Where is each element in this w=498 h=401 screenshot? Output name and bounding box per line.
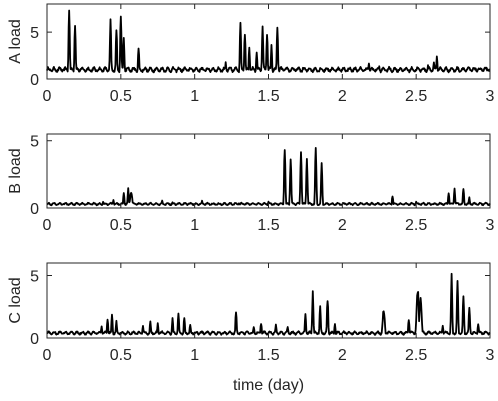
y-axis-title: C load (7, 277, 24, 323)
y-tick-label: 0 (30, 72, 39, 89)
x-tick-label: 2.5 (405, 347, 427, 364)
axes-frame (46, 133, 491, 209)
panel-1: 0 0.5 1 1.5 2 2.5 3 0 5 A load (7, 3, 495, 105)
x-tick-label: 2 (338, 347, 347, 364)
panel-2: 0 0.5 1 1.5 2 2.5 3 0 5 B load (7, 133, 495, 234)
x-tick-label: 2.5 (405, 88, 427, 105)
series-line (46, 272, 491, 336)
x-axis-title: time (day) (233, 377, 304, 394)
x-tick-label: 2 (338, 217, 347, 234)
x-tick-label: 2.5 (405, 217, 427, 234)
y-tick-label: 5 (30, 25, 39, 42)
x-tick-label: 0.5 (110, 88, 132, 105)
panel-3: 0 0.5 1 1.5 2 2.5 3 0 5 C load time (day) (7, 262, 495, 394)
x-tick-label: 0.5 (110, 347, 132, 364)
x-tick-label: 3 (486, 347, 495, 364)
x-tick-label: 1 (190, 347, 199, 364)
x-tick-label: 3 (486, 217, 495, 234)
y-tick-label: 5 (30, 269, 39, 286)
x-tick-label: 1.5 (257, 217, 279, 234)
x-tick-label: 0 (43, 217, 52, 234)
series-line (46, 146, 491, 207)
x-tick-label: 3 (486, 88, 495, 105)
x-tick-label: 1.5 (257, 347, 279, 364)
x-tick-label: 1 (190, 217, 199, 234)
y-tick-label: 0 (30, 331, 39, 348)
x-tick-label: 0 (43, 347, 52, 364)
y-axis-title: B load (7, 148, 24, 193)
x-tick-label: 1.5 (257, 88, 279, 105)
x-tick-label: 0.5 (110, 217, 132, 234)
y-tick-label: 5 (30, 134, 39, 151)
series-line (46, 9, 491, 74)
x-tick-label: 2 (338, 88, 347, 105)
x-tick-label: 1 (190, 88, 199, 105)
x-tick-label: 0 (43, 88, 52, 105)
y-tick-label: 0 (30, 201, 39, 218)
y-axis-title: A load (7, 19, 24, 63)
